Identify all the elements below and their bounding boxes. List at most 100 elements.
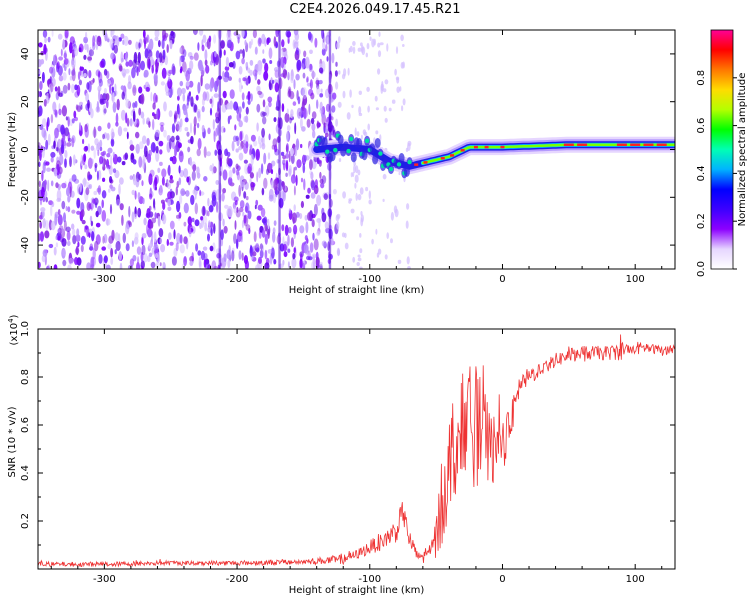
noise-blob (188, 80, 194, 88)
snr-scale-text: (x104) (7, 314, 20, 345)
sparse-blob (384, 79, 389, 85)
noise-blob (245, 77, 249, 86)
noise-blob (226, 102, 232, 110)
noise-blob (326, 56, 329, 62)
noise-blob (154, 36, 159, 41)
noise-blob (138, 42, 141, 49)
sparse-blob (377, 248, 382, 255)
noise-blob (157, 215, 161, 227)
noise-blob (266, 37, 270, 46)
noise-blob (302, 262, 305, 269)
noise-blob (152, 102, 156, 110)
signal-peak (378, 151, 383, 156)
noise-blob (222, 218, 225, 227)
noise-blob (164, 55, 169, 66)
sparse-blob (405, 147, 409, 152)
noise-blob (261, 229, 266, 238)
colorbar (710, 29, 734, 270)
noise-blob (238, 146, 243, 151)
noise-blob (290, 109, 294, 118)
noise-blob (173, 229, 176, 240)
noise-blob (152, 112, 155, 117)
noise-blob (211, 194, 217, 207)
noise-blob (94, 162, 98, 169)
noise-blob (129, 118, 133, 127)
noise-blob (235, 50, 241, 60)
noise-blob (290, 75, 294, 84)
signal-blob (398, 153, 405, 163)
noise-blob (166, 44, 169, 53)
noise-blob (249, 144, 253, 154)
noise-blob (97, 185, 102, 195)
noise-blob (311, 261, 316, 269)
noise-blob (83, 54, 87, 60)
noise-blob (250, 38, 254, 46)
noise-blob (123, 35, 129, 47)
noise-blob (179, 47, 183, 54)
noise-blob (292, 101, 297, 106)
sparse-blob (357, 169, 361, 176)
noise-blob (64, 150, 68, 159)
noise-blob (209, 245, 214, 252)
noise-blob (235, 163, 239, 170)
noise-blob (200, 66, 205, 76)
noise-blob (296, 159, 302, 169)
noise-blob (293, 185, 296, 196)
sparse-blob (375, 107, 379, 111)
noise-blob (236, 238, 239, 250)
noise-blob (235, 135, 239, 141)
noise-blob (221, 104, 227, 113)
noise-blob (78, 79, 82, 86)
noise-blob (258, 256, 262, 264)
noise-blob (176, 87, 182, 97)
noise-blob (50, 82, 54, 93)
noise-blob (197, 42, 200, 51)
noise-blob (285, 30, 291, 38)
snr-ylabel: SNR (10 * v/v) (7, 406, 18, 477)
noise-blob (247, 163, 253, 174)
noise-blob (194, 189, 197, 200)
noise-blob (201, 44, 205, 52)
sparse-blob (360, 211, 363, 216)
noise-blob (98, 78, 103, 87)
noise-blob (204, 83, 210, 90)
signal-blob (356, 138, 363, 148)
spectrogram-ytick-label: 40 (20, 48, 31, 61)
noise-blob (38, 261, 41, 269)
signal-blob (372, 154, 379, 165)
noise-blob (71, 58, 75, 66)
noise-blob (121, 214, 124, 226)
noise-blob (284, 224, 289, 236)
noise-blob (319, 93, 324, 98)
noise-blob (300, 143, 303, 149)
noise-blob (316, 194, 322, 206)
noise-blob (54, 86, 58, 92)
sparse-blob (336, 213, 341, 220)
noise-blob (286, 108, 289, 115)
noise-blob (228, 76, 233, 81)
noise-blob (293, 204, 296, 212)
noise-blob (119, 65, 123, 72)
noise-blob (102, 104, 107, 116)
noise-blob (113, 44, 119, 54)
signal-blob (361, 150, 368, 161)
noise-blob (114, 83, 117, 93)
noise-blob (312, 130, 316, 139)
noise-blob (185, 190, 190, 197)
noise-blob (39, 198, 43, 206)
noise-blob (330, 237, 334, 246)
noise-blob (169, 241, 174, 246)
noise-blob (311, 123, 316, 132)
noise-blob (88, 174, 93, 180)
colorbar-tick-label: 0.8 (696, 70, 707, 86)
noise-blob (129, 258, 134, 267)
signal-peak (346, 148, 351, 154)
noise-blob (257, 64, 262, 76)
noise-blob (202, 246, 208, 251)
noise-blob (87, 157, 93, 169)
spectrogram-marks (38, 30, 675, 269)
colorbar-tick-label: 0.2 (696, 213, 707, 229)
noise-blob (63, 58, 69, 65)
noise-blob (275, 30, 279, 38)
signal-blob (403, 166, 410, 177)
